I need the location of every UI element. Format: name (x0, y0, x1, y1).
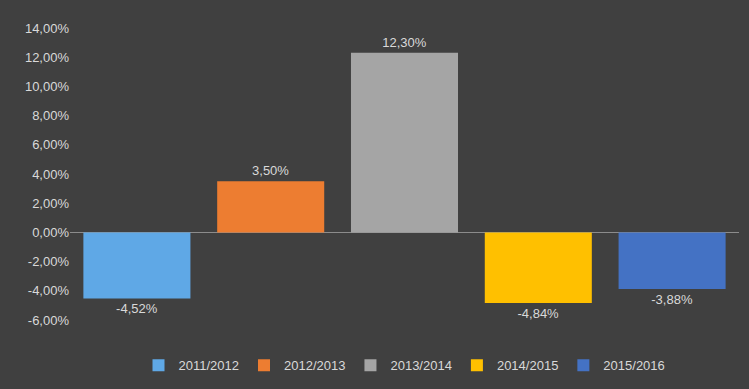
svg-text:-4,00%: -4,00% (28, 283, 70, 298)
svg-text:-4,52%: -4,52% (116, 301, 158, 316)
svg-text:0,00%: 0,00% (32, 225, 69, 240)
svg-text:8,00%: 8,00% (32, 108, 69, 123)
svg-text:12,00%: 12,00% (25, 50, 70, 65)
svg-text:12,30%: 12,30% (382, 35, 427, 50)
svg-text:-6,00%: -6,00% (28, 313, 70, 328)
svg-text:2012/2013: 2012/2013 (284, 358, 345, 373)
svg-text:2011/2012: 2011/2012 (179, 358, 240, 373)
svg-text:6,00%: 6,00% (32, 137, 69, 152)
svg-text:-4,84%: -4,84% (517, 306, 559, 321)
svg-text:2013/2014: 2013/2014 (390, 358, 451, 373)
svg-text:-2,00%: -2,00% (28, 254, 70, 269)
svg-text:14,00%: 14,00% (25, 21, 70, 36)
svg-text:3,50%: 3,50% (252, 163, 289, 178)
svg-text:2,00%: 2,00% (32, 196, 69, 211)
svg-text:2014/2015: 2014/2015 (497, 358, 558, 373)
svg-text:4,00%: 4,00% (32, 167, 69, 182)
svg-text:-3,88%: -3,88% (651, 292, 693, 307)
svg-text:2015/2016: 2015/2016 (603, 358, 664, 373)
svg-text:10,00%: 10,00% (25, 79, 70, 94)
